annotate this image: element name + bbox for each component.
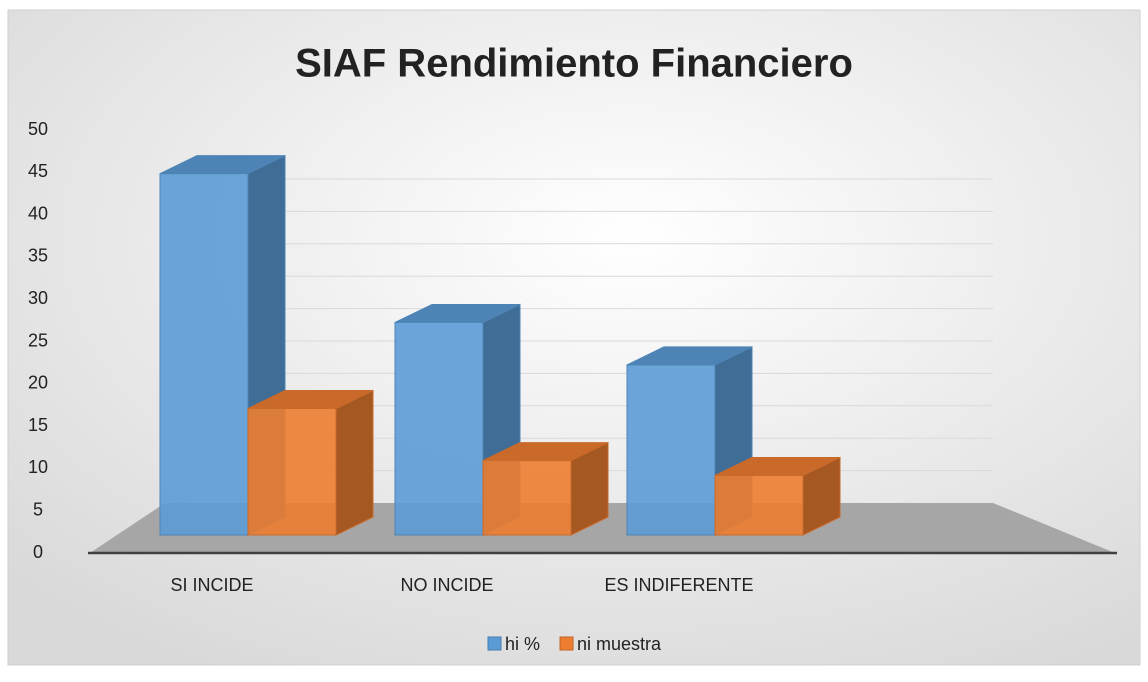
legend-swatch (487, 636, 502, 651)
x-tick-label: SI INCIDE (170, 575, 253, 595)
y-tick-label: 10 (28, 457, 48, 477)
bar-face (247, 408, 337, 536)
legend-label: ni muestra (577, 634, 662, 654)
y-tick-label: 45 (28, 161, 48, 181)
bar-face (626, 364, 716, 536)
y-tick-label: 25 (28, 330, 48, 350)
legend-swatch (559, 636, 574, 651)
y-tick-label: 5 (33, 499, 43, 519)
y-tick-label: 50 (28, 119, 48, 139)
bar (714, 456, 841, 536)
bar (482, 441, 609, 536)
bar-face (159, 173, 249, 536)
y-tick-label: 40 (28, 203, 48, 223)
chart-title: SIAF Rendimiento Financiero (295, 42, 853, 86)
y-tick-label: 20 (28, 373, 48, 393)
bar-face (714, 474, 804, 536)
bar-face (335, 389, 374, 536)
x-tick-label: NO INCIDE (400, 575, 493, 595)
y-tick-label: 15 (28, 415, 48, 435)
legend-label: hi % (505, 634, 540, 654)
y-tick-label: 30 (28, 288, 48, 308)
x-tick-label: ES INDIFERENTE (604, 575, 753, 595)
bar (394, 303, 521, 536)
y-tick-label: 0 (33, 542, 43, 562)
bar-face (394, 321, 484, 536)
y-tick-label: 35 (28, 246, 48, 266)
bar-face (482, 460, 572, 536)
bar (247, 389, 374, 536)
